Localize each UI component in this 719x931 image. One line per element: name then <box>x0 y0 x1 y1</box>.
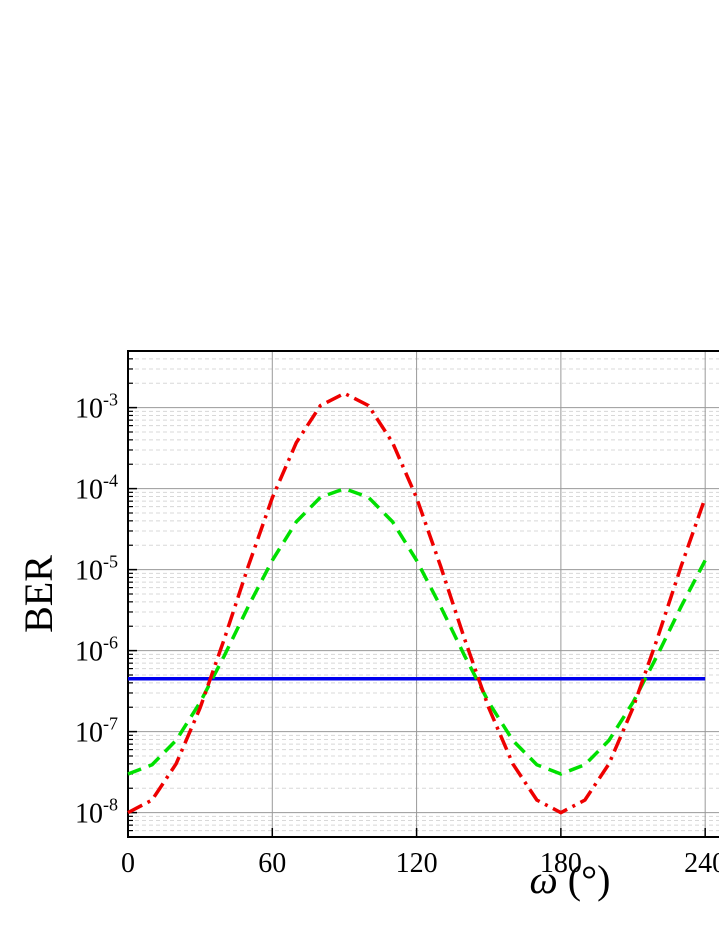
y-tick-label: 10-8 <box>75 795 118 830</box>
x-tick-label: 240 <box>684 848 719 879</box>
series-line <box>127 486 707 776</box>
x-tick-label: 180 <box>540 848 582 879</box>
x-tick-label: 120 <box>396 848 438 879</box>
y-tick-label: 10-5 <box>75 552 118 587</box>
x-tick-label: 0 <box>121 848 135 879</box>
x-axis-label: ω (°) <box>530 857 611 902</box>
y-tick-label: 10-3 <box>75 390 118 425</box>
plot-frame <box>127 350 719 838</box>
y-tick-label: 10-4 <box>75 471 118 506</box>
y-tick-label: 10-6 <box>75 633 118 668</box>
x-tick-label: 60 <box>258 848 286 879</box>
y-axis-label: BER <box>16 555 61 633</box>
y-tick-label: 10-7 <box>75 714 118 749</box>
